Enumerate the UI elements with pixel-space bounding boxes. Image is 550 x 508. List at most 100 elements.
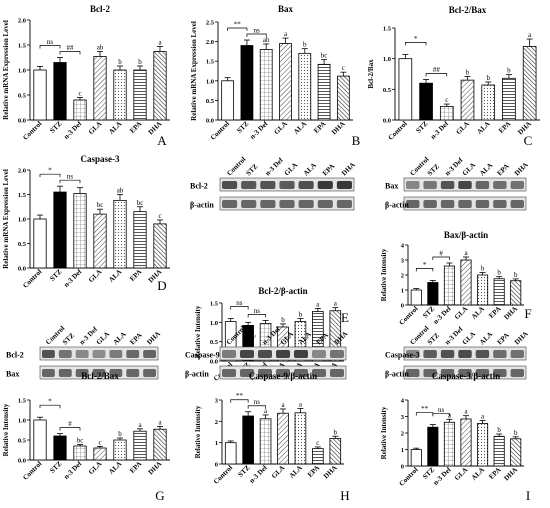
- comparison-bracket: [39, 173, 61, 178]
- x-tick-label: ALA: [288, 464, 304, 480]
- y-tick-label: 0.0: [18, 458, 26, 465]
- comparison-label: **: [234, 21, 242, 29]
- bar: [53, 435, 67, 461]
- blot-band: [109, 350, 123, 358]
- bar: [113, 69, 127, 121]
- bar: [133, 430, 147, 461]
- x-tick-label: ALA: [470, 305, 486, 321]
- blot-row-label: Bcl-2: [190, 182, 208, 191]
- x-tick-label: STZ: [414, 120, 429, 135]
- blot-band: [406, 369, 420, 377]
- y-tick-label: 2.0: [206, 39, 214, 46]
- comparison-label: ns: [254, 398, 261, 406]
- bar: [93, 56, 107, 121]
- y-tick-label: 1: [401, 288, 404, 295]
- significance-letter: b: [514, 271, 518, 279]
- blot-band: [475, 369, 490, 377]
- panel-letter: C: [524, 133, 533, 148]
- blot-band: [458, 369, 472, 377]
- x-tick-label: EPA: [128, 460, 143, 475]
- comparison-bracket: [415, 268, 434, 272]
- bar: [481, 84, 496, 121]
- bar: [153, 428, 167, 461]
- blot-band: [92, 350, 106, 358]
- comparison-label: *: [48, 398, 52, 406]
- panel-a: Bcl-2 0.0 0.5 1.0 1.5 2.0 Relative mRNA Expres…: [2, 4, 170, 148]
- bar: [133, 211, 147, 269]
- comparison-label: *: [48, 167, 52, 175]
- x-tick-label: EPA: [497, 120, 512, 135]
- chart-title: Bcl-2/β-actin: [258, 286, 307, 296]
- comparison-label: ##: [433, 66, 441, 74]
- significance-letter: a: [334, 300, 338, 308]
- x-tick-label: n-3 Def: [248, 463, 270, 485]
- blot-lane-label: ALA: [112, 330, 128, 346]
- y-axis-label: Relative Intensity: [194, 305, 202, 358]
- x-tick-label: ALA: [470, 466, 486, 482]
- bar: [259, 418, 272, 465]
- y-tick-label: 1.5: [210, 301, 219, 308]
- comparison-label: **: [421, 405, 429, 413]
- x-tick-label: GLA: [87, 120, 103, 136]
- blot-band: [510, 181, 524, 189]
- comparison-label: #: [68, 420, 72, 428]
- bar: [443, 421, 455, 467]
- y-tick-label: 3: [401, 258, 405, 265]
- x-tick-label: ALA: [107, 460, 123, 476]
- significance-letter: b: [138, 58, 142, 66]
- significance-letter: a: [284, 30, 288, 38]
- y-tick-label: 2.0: [18, 18, 26, 25]
- significance-letter: c: [316, 439, 319, 447]
- y-tick-label: 0.5: [206, 98, 215, 105]
- significance-letter: b: [334, 428, 338, 436]
- comparison-bracket: [425, 73, 448, 77]
- y-tick-label: 1.0: [18, 217, 26, 224]
- chart-title: Bcl-2: [90, 4, 110, 14]
- comparison-bracket: [432, 412, 450, 417]
- blot-band: [440, 181, 455, 189]
- blot-band: [241, 181, 257, 189]
- blot-band: [241, 200, 257, 208]
- bar: [317, 63, 331, 121]
- blot-lane-label: GLA: [283, 161, 299, 177]
- blot-band: [92, 369, 106, 377]
- comparison-label: ns: [47, 38, 54, 46]
- x-tick-label: ALA: [107, 268, 123, 284]
- bar: [410, 449, 422, 467]
- y-tick-label: 2.0: [18, 168, 26, 175]
- x-tick-label: GLA: [87, 460, 103, 476]
- bar: [242, 415, 254, 465]
- significance-letter: b: [281, 316, 285, 324]
- blot-row-label: Caspase-9: [185, 351, 220, 360]
- comparison-bracket: [432, 256, 450, 260]
- x-tick-label: ALA: [107, 120, 123, 136]
- bar: [279, 43, 292, 121]
- bar: [277, 412, 289, 465]
- bar: [312, 448, 324, 465]
- bar: [439, 106, 454, 121]
- x-tick-label: GLA: [87, 268, 103, 284]
- blot-band: [458, 181, 472, 189]
- comparison-label: #: [439, 250, 443, 258]
- x-tick-label: n-3 Def: [62, 459, 84, 481]
- significance-letter: a: [481, 412, 485, 420]
- blot-lane-label: EPA: [496, 162, 511, 177]
- blot-band: [406, 350, 420, 358]
- blot-band: [336, 200, 352, 208]
- y-tick-label: 0.5: [18, 93, 27, 100]
- blot-band: [317, 181, 333, 189]
- x-tick-label: EPA: [487, 305, 502, 320]
- bar: [336, 75, 350, 121]
- bar: [53, 191, 67, 269]
- y-tick-label: 0.5: [210, 339, 219, 346]
- comparison-bracket: [39, 404, 61, 409]
- bar: [33, 419, 47, 461]
- blot-lane-label: STZ: [426, 331, 441, 346]
- blot-band: [240, 369, 254, 377]
- x-tick-label: n-3 Def: [248, 119, 270, 141]
- blot-band: [336, 181, 352, 189]
- blot-band: [258, 350, 272, 358]
- blot-band: [440, 200, 455, 208]
- x-tick-label: DHA: [502, 466, 519, 483]
